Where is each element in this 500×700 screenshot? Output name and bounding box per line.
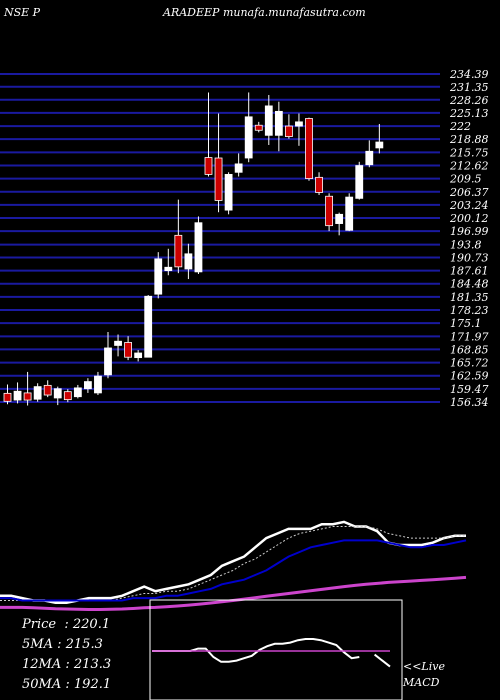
candle-body (335, 213, 344, 224)
price-value: 220.1 (72, 617, 111, 632)
y-tick-label: 193.8 (450, 239, 482, 252)
y-tick-label: 218.88 (449, 133, 489, 146)
candle-body (184, 253, 193, 270)
ma50-label: 50MA (22, 677, 62, 692)
ma5-label: 5MA (22, 637, 53, 652)
macd-live-label: <<Live (403, 660, 445, 673)
candle-body (23, 392, 32, 401)
y-tick-label: 187.61 (450, 265, 489, 278)
candle-body (204, 157, 213, 175)
candle-body (234, 163, 243, 173)
candle-body (264, 105, 273, 136)
candle-body (3, 392, 12, 402)
y-tick-label: 196.99 (450, 225, 489, 238)
y-tick-label: 231.35 (449, 81, 489, 94)
candle-body (53, 388, 62, 399)
candle-body (13, 390, 22, 401)
candle-body (375, 141, 384, 149)
exchange-label: NSE P (4, 6, 41, 19)
candle-body (325, 195, 334, 227)
ma5-value: 215.3 (65, 637, 103, 652)
y-tick-label: 215.75 (449, 146, 489, 159)
candle-body (43, 384, 52, 396)
candle-body (355, 165, 364, 199)
macd-name-label: MACD (403, 676, 440, 689)
candle-body (315, 176, 323, 193)
y-tick-label: 228.26 (449, 94, 489, 107)
candle-body (144, 295, 153, 358)
macd-line (373, 653, 391, 668)
y-tick-label: 190.73 (450, 251, 489, 264)
candle-body (174, 234, 183, 268)
ma-line (0, 539, 467, 602)
candle-body (124, 342, 132, 358)
site-label: ARADEEP munafa.munafasutra.com (163, 6, 366, 19)
y-tick-label: 200.12 (449, 212, 489, 225)
y-tick-label: 181.35 (450, 291, 489, 304)
ma-line (0, 526, 466, 601)
candle-body (295, 121, 303, 127)
price-label: Price (22, 617, 57, 632)
y-tick-label: 209.5 (449, 173, 482, 186)
candle-body (154, 258, 163, 295)
candle-body (84, 381, 92, 390)
ma12-label: 12MA (22, 657, 62, 672)
y-tick-label: 168.85 (450, 343, 489, 356)
candle-body (134, 352, 143, 359)
y-tick-label: 159.47 (450, 383, 489, 396)
candle-body (194, 222, 203, 273)
candle-body (305, 118, 313, 179)
y-tick-label: 184.48 (450, 278, 489, 291)
ma5-row: 5MA : 215.3 (22, 637, 103, 652)
candle-body (254, 124, 263, 131)
candle-body (244, 116, 253, 159)
candle-body (284, 125, 293, 137)
price-row: Price : 220.1 (22, 617, 111, 632)
y-tick-label: 162.59 (450, 370, 489, 383)
y-tick-label: 222 (449, 120, 471, 133)
candle-body (104, 347, 112, 376)
y-tick-label: 206.37 (449, 186, 489, 199)
candle-body (345, 196, 354, 231)
y-tick-label: 234.39 (449, 68, 489, 81)
y-tick-label: 165.72 (450, 357, 489, 370)
candle-body (164, 266, 173, 272)
ma50-value: 192.1 (73, 677, 112, 692)
y-tick-label: 156.34 (450, 396, 489, 409)
y-tick-label: 212.62 (449, 159, 489, 172)
candle-body (214, 157, 223, 201)
y-tick-label: 203.24 (449, 199, 489, 212)
candle-body (33, 386, 42, 400)
candle-body (94, 375, 102, 394)
y-tick-label: 225.13 (449, 107, 489, 120)
candle-body (73, 387, 82, 398)
candle-body (224, 173, 233, 211)
ma12-value: 213.3 (73, 657, 112, 672)
candle-body (63, 391, 72, 401)
y-tick-label: 178.23 (450, 304, 489, 317)
macd-box (149, 599, 403, 700)
y-tick-label: 175.1 (450, 317, 482, 330)
candle-body (274, 110, 283, 136)
ma-line (0, 520, 466, 605)
y-tick-label: 171.97 (450, 330, 489, 343)
candle-body (114, 340, 122, 346)
ma12-row: 12MA : 213.3 (22, 657, 112, 672)
ma50-row: 50MA : 192.1 (22, 677, 112, 692)
candle-body (365, 150, 374, 166)
